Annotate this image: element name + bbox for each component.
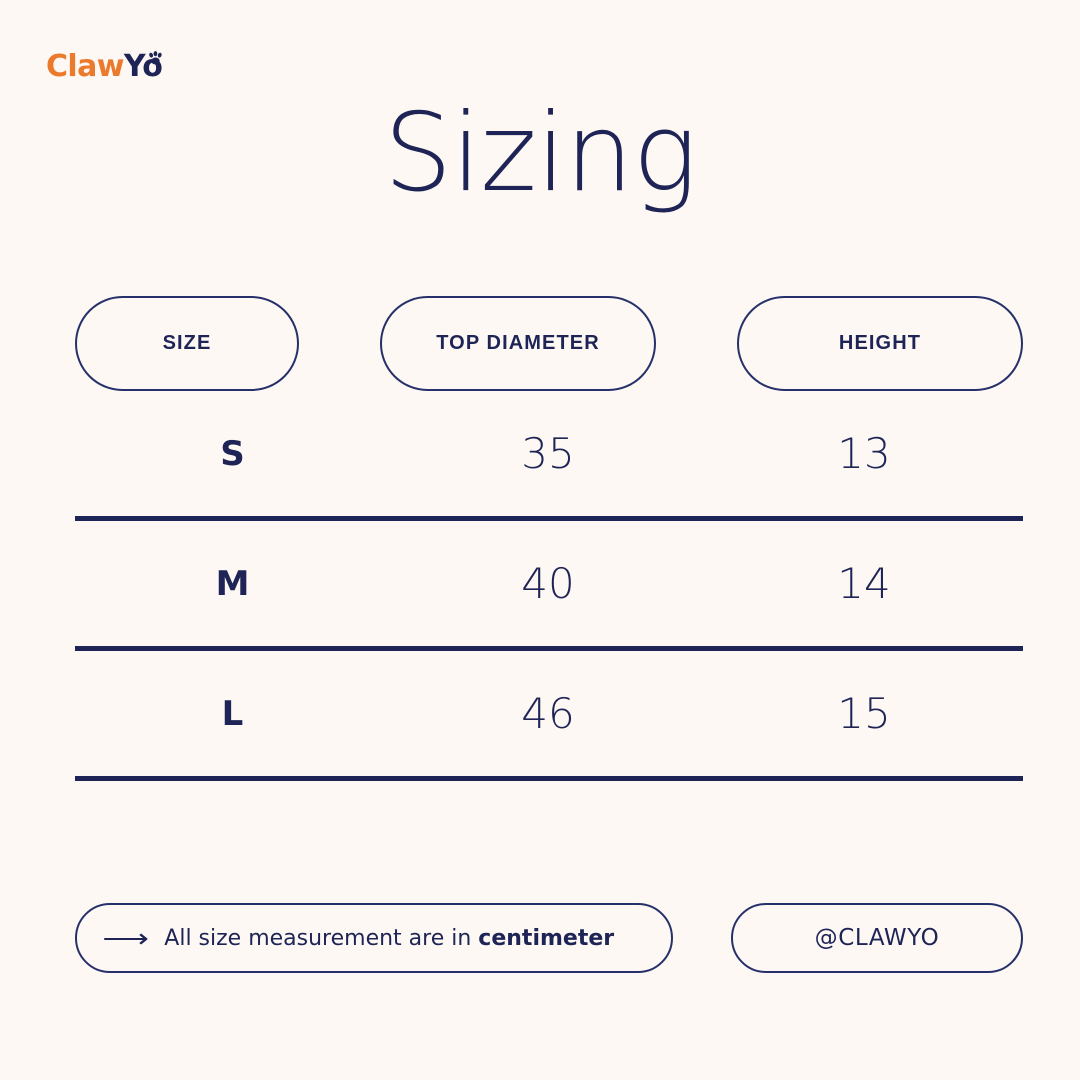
measurement-note-prefix: All size measurement are in — [164, 925, 479, 951]
logo-text-yo: Yo — [123, 49, 163, 84]
table-header-row: SIZE TOP DIAMETER HEIGHT — [75, 296, 1023, 391]
column-header-size-label: SIZE — [162, 332, 212, 354]
row-divider — [75, 646, 1023, 651]
arrow-right-icon: ⟶ — [102, 923, 149, 953]
social-handle-label: @CLAWYO — [814, 925, 940, 951]
column-header-top-diameter: TOP DIAMETER — [380, 296, 656, 391]
cell-height: 13 — [837, 429, 891, 478]
column-header-size: SIZE — [75, 296, 299, 391]
logo-text-claw: Claw — [46, 49, 124, 84]
row-divider — [75, 776, 1023, 781]
table-row: S 35 13 — [75, 391, 1023, 516]
measurement-note: ⟶ All size measurement are in centimeter — [75, 903, 673, 973]
column-header-height-label: HEIGHT — [838, 332, 922, 354]
page-title: Sizing — [383, 91, 698, 216]
cell-top-diameter: 35 — [521, 429, 575, 478]
cell-size: L — [221, 693, 244, 734]
footer-bar: ⟶ All size measurement are in centimeter… — [75, 903, 1023, 973]
measurement-note-text: All size measurement are in centimeter — [164, 926, 614, 951]
brand-logo[interactable]: Claw Yo — [46, 49, 163, 84]
cell-top-diameter: 40 — [521, 559, 575, 608]
table-row: M 40 14 — [75, 521, 1023, 646]
column-header-height: HEIGHT — [737, 296, 1023, 391]
size-chart-table: SIZE TOP DIAMETER HEIGHT S 35 13 M 40 14… — [75, 296, 1023, 781]
cell-height: 14 — [837, 559, 891, 608]
logo-yo-label: Yo — [123, 49, 163, 84]
social-handle-pill[interactable]: @CLAWYO — [731, 903, 1023, 973]
cell-size: S — [220, 433, 245, 474]
paw-print-icon — [148, 41, 163, 65]
cell-size: M — [215, 563, 250, 604]
column-header-top-diameter-label: TOP DIAMETER — [436, 332, 600, 354]
row-divider — [75, 516, 1023, 521]
cell-height: 15 — [837, 689, 891, 738]
cell-top-diameter: 46 — [521, 689, 575, 738]
table-row: L 46 15 — [75, 651, 1023, 776]
measurement-note-unit: centimeter — [478, 925, 615, 951]
